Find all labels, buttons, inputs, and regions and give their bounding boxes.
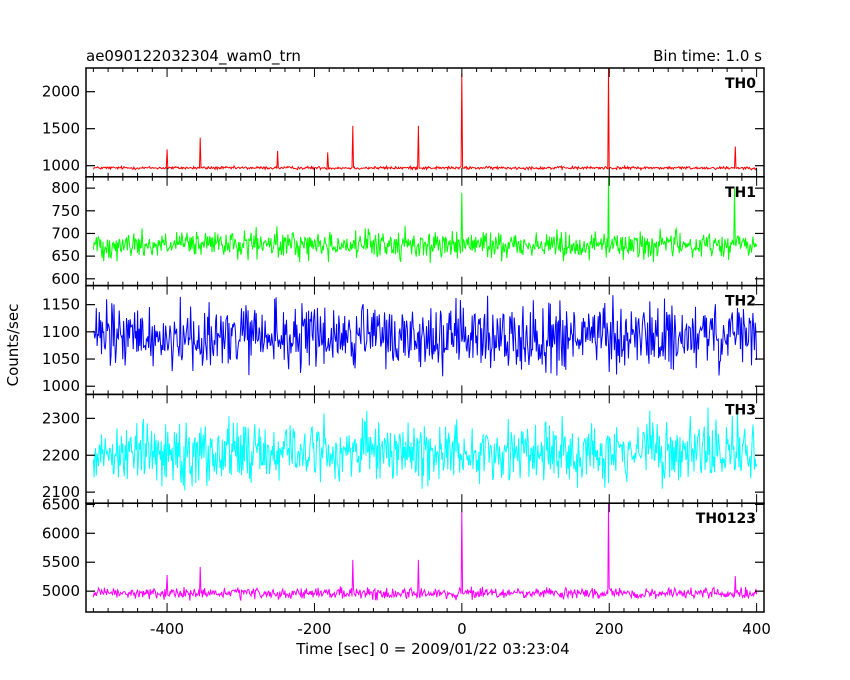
- y-tick-label: 1100: [42, 323, 80, 341]
- series-th2-line: [92, 295, 758, 377]
- panel-label-th2: TH2: [725, 294, 756, 310]
- y-tick-label: 1000: [42, 377, 80, 395]
- y-tick-label: 2000: [42, 83, 80, 101]
- y-tick-label: 650: [51, 247, 80, 265]
- series-th0-line: [92, 67, 757, 172]
- x-tick-label: -400: [150, 620, 184, 638]
- panel-label-th0123: TH0123: [696, 511, 756, 527]
- panel-frame-th0: [85, 67, 765, 178]
- y-tick-label: 700: [51, 224, 80, 242]
- y-tick-label: 750: [51, 202, 80, 220]
- x-tick-label: 0: [457, 620, 467, 638]
- y-axis-title: Counts/sec: [4, 304, 22, 387]
- panel-frame-th1: [85, 176, 765, 287]
- x-tick-label: 200: [595, 620, 624, 638]
- y-tick-label: 6000: [42, 524, 80, 542]
- x-tick-label: 400: [742, 620, 771, 638]
- series-th0123-line: [92, 503, 758, 601]
- panel-label-th3: TH3: [725, 402, 756, 418]
- y-tick-label: 2200: [42, 446, 80, 464]
- y-tick-label: 5000: [42, 582, 80, 600]
- series-th1-line: [92, 176, 758, 264]
- x-axis-title: Time [sec] 0 = 2009/01/22 03:23:04: [295, 640, 569, 658]
- panel-label-th0: TH0: [725, 76, 756, 92]
- y-tick-label: 1150: [42, 296, 80, 314]
- y-tick-label: 5500: [42, 553, 80, 571]
- panel-frame-th0123: [85, 502, 765, 613]
- bin-time-label: Bin time: 1.0 s: [653, 47, 762, 65]
- y-tick-label: 2100: [42, 483, 80, 501]
- series-th3-line: [92, 407, 758, 491]
- figure-title: ae090122032304_wam0_trn: [86, 47, 301, 66]
- y-tick-label: 1500: [42, 120, 80, 138]
- y-tick-label: 6500: [42, 495, 80, 513]
- y-tick-label: 600: [51, 270, 80, 288]
- y-tick-label: 1000: [42, 157, 80, 175]
- y-tick-label: 800: [51, 179, 80, 197]
- y-tick-label: 1050: [42, 350, 80, 368]
- panel-label-th1: TH1: [725, 185, 756, 201]
- y-tick-label: 2300: [42, 409, 80, 427]
- x-tick-label: -200: [297, 620, 331, 638]
